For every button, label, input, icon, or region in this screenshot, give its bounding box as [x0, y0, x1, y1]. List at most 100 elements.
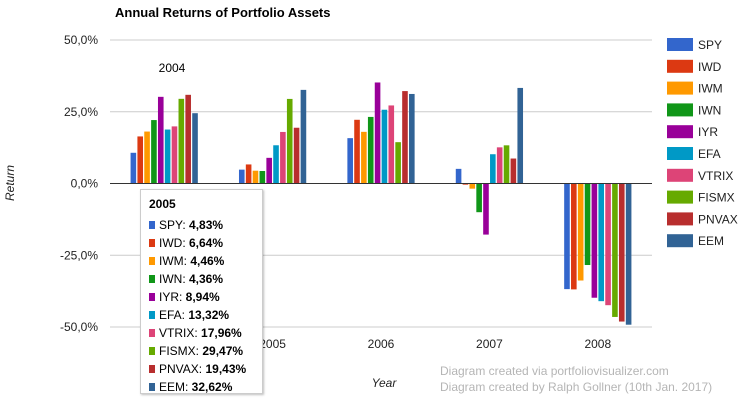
bar-2006-efa[interactable]	[381, 109, 388, 184]
bar-2006-pnvax[interactable]	[402, 91, 408, 184]
bar-2006-fismx[interactable]	[395, 142, 401, 184]
legend-item-spy[interactable]: SPY	[667, 38, 722, 52]
legend-item-iyr[interactable]: IYR	[667, 125, 718, 139]
bar-2004-eem[interactable]	[192, 113, 198, 184]
bar-2004-efa[interactable]	[164, 129, 171, 184]
legend-item-iwm[interactable]: IWM	[667, 81, 723, 96]
tooltip-label: SPY:	[159, 218, 190, 232]
bar-2008-vtrix[interactable]	[605, 183, 611, 306]
bar-2005-spy[interactable]	[238, 169, 245, 184]
bar-2005-iwn[interactable]	[259, 170, 266, 184]
bar-2007-fismx[interactable]	[503, 145, 510, 184]
bar-2004-iwd[interactable]	[137, 136, 144, 184]
bar-2005-efa[interactable]	[273, 145, 279, 184]
bar-2008-iyr[interactable]	[591, 183, 598, 298]
bar-2005-iyr[interactable]	[266, 157, 272, 184]
bar-2005-vtrix[interactable]	[280, 131, 286, 184]
legend-label: PNVAX	[698, 212, 738, 226]
bar-2005-iwd[interactable]	[245, 164, 252, 184]
bar-2008-iwn[interactable]	[584, 183, 591, 266]
tooltip-value: 13,32%	[188, 308, 230, 322]
bar-2007-iwm[interactable]	[469, 183, 476, 189]
tooltip-label: EFA:	[159, 308, 189, 322]
bar-2008-efa[interactable]	[598, 183, 605, 302]
bar-2006-iwm[interactable]	[361, 131, 367, 184]
bar-2007-efa[interactable]	[490, 154, 496, 184]
tooltip-swatch	[149, 383, 155, 391]
legend-swatch	[667, 103, 693, 117]
bar-2007-vtrix[interactable]	[496, 147, 503, 184]
legend-item-eem[interactable]: EEM	[667, 234, 724, 248]
tooltip-swatch	[149, 365, 155, 373]
x-tick-label-2008: 2008	[584, 337, 611, 351]
legend-item-efa[interactable]: EFA	[667, 147, 721, 161]
tooltip-row: VTRIX: 17,96%	[149, 324, 254, 342]
bar-2007-pnvax[interactable]	[510, 158, 517, 184]
bar-2004-vtrix[interactable]	[171, 126, 178, 184]
legend-item-vtrix[interactable]: VTRIX	[667, 168, 733, 183]
bar-2008-pnvax[interactable]	[618, 183, 625, 322]
tooltip-swatch	[149, 329, 155, 337]
legend-item-pnvax[interactable]: PNVAX	[667, 212, 738, 226]
tooltip-label: IYR:	[159, 290, 186, 304]
legend-item-iwn[interactable]: IWN	[667, 103, 721, 117]
y-axis-title: Return	[3, 165, 17, 201]
bar-2004-iwm[interactable]	[144, 131, 150, 184]
bar-2004-fismx[interactable]	[178, 98, 185, 184]
tooltip-value: 4,36%	[189, 272, 224, 286]
x-tick-label-2007: 2007	[476, 337, 503, 351]
bar-2005-eem[interactable]	[300, 89, 307, 184]
legend[interactable]: SPY IWD IWM IWN IYR EFA VTRIX FISMX PNVAX EEM	[667, 38, 738, 248]
legend-label: EEM	[698, 234, 724, 248]
bar-2008-spy[interactable]	[564, 183, 570, 290]
bar-2007-iwd[interactable]	[462, 183, 469, 185]
legend-swatch	[667, 125, 693, 139]
legend-swatch	[667, 234, 693, 248]
bar-2006-spy[interactable]	[347, 138, 353, 184]
bar-2005-iwm[interactable]	[252, 170, 259, 184]
bar-2008-iwm[interactable]	[577, 183, 584, 281]
bar-2006-iyr[interactable]	[374, 82, 381, 184]
bar-2008-fismx[interactable]	[612, 183, 618, 317]
tooltip-value: 29,47%	[202, 344, 244, 358]
bar-2006-iwd[interactable]	[354, 119, 360, 184]
tooltip-value: 17,96%	[201, 326, 242, 340]
bar-2004-pnvax[interactable]	[185, 94, 191, 184]
tooltip-label: IWD:	[159, 236, 189, 250]
bars[interactable]	[130, 82, 632, 325]
bar-2005-fismx[interactable]	[286, 98, 293, 184]
tooltip-swatch	[149, 311, 155, 319]
bar-2004-iyr[interactable]	[157, 96, 164, 184]
bar-2004-spy[interactable]	[130, 152, 137, 184]
tooltip-row: EEM: 32,62%	[149, 378, 254, 396]
bar-2007-eem[interactable]	[517, 87, 524, 184]
tooltip-value: 4,46%	[190, 254, 225, 268]
credit-line-2: Diagram created by Ralph Gollner (10th J…	[440, 380, 712, 394]
bar-2004-iwn[interactable]	[151, 120, 157, 184]
y-tick-label: -25,0%	[60, 248, 98, 262]
bar-2008-eem[interactable]	[625, 183, 632, 325]
bar-2006-iwn[interactable]	[367, 116, 374, 184]
legend-swatch	[667, 147, 693, 160]
legend-item-fismx[interactable]: FISMX	[667, 190, 735, 205]
y-tick-labels: 50,0% 25,0% 0,0% -25,0% -50,0%	[60, 33, 98, 334]
y-tick-label: 0,0%	[71, 177, 99, 191]
tooltip-label: EEM:	[159, 380, 192, 394]
legend-label: FISMX	[698, 191, 735, 205]
tooltip-swatch	[149, 221, 155, 229]
tooltip-row: SPY: 4,83%	[149, 216, 254, 234]
tooltip-swatch	[149, 293, 155, 301]
legend-label: IWN	[698, 103, 721, 117]
bar-2008-iwd[interactable]	[571, 183, 577, 290]
tooltip-value: 6,64%	[189, 236, 224, 250]
bar-2007-spy[interactable]	[455, 168, 462, 184]
bar-2006-eem[interactable]	[409, 93, 415, 184]
tooltip-swatch	[149, 239, 155, 247]
legend-swatch	[667, 168, 693, 182]
tooltip-value: 8,94%	[185, 290, 220, 304]
bar-2007-iyr[interactable]	[483, 183, 489, 235]
bar-2005-pnvax[interactable]	[293, 127, 300, 184]
bar-2006-vtrix[interactable]	[388, 105, 395, 184]
bar-2007-iwn[interactable]	[476, 183, 482, 213]
legend-item-iwd[interactable]: IWD	[667, 59, 722, 74]
